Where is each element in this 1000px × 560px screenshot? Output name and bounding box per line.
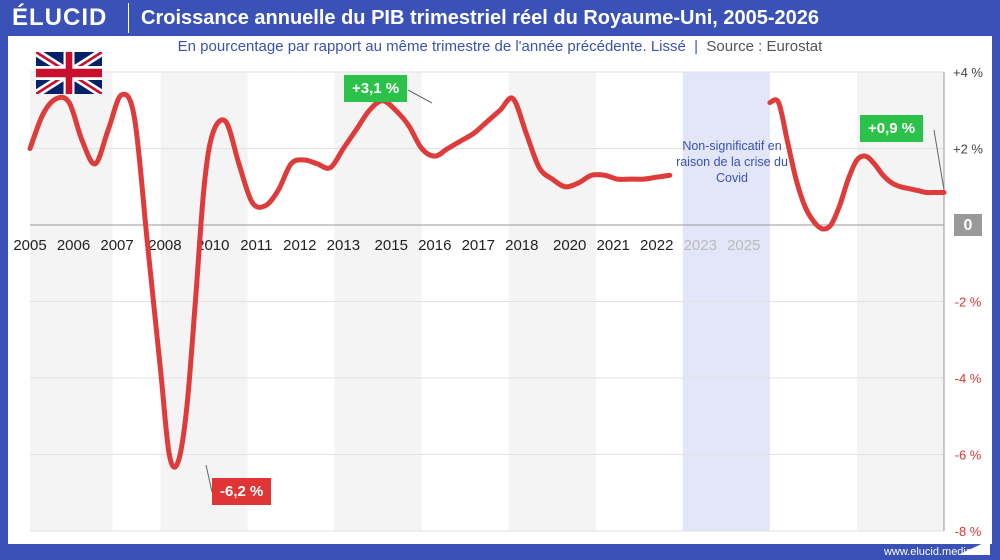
x-tick-label: 2008 [148,237,181,254]
x-tick-label: 2021 [597,237,630,254]
brand-logo: ÉLUCID [12,4,108,31]
y-tick-label: +2 % [953,142,983,157]
x-tick-label: 2010 [196,237,229,254]
covid-note: Non-significatif en raison de la crise d… [676,139,788,185]
series-line-1 [767,97,947,232]
y-tick-label: 0 [964,217,973,234]
x-tick-label: 2018 [505,237,538,254]
footer-slash-icon [958,540,990,555]
chart-subtitle: En pourcentage par rapport au même trime… [177,38,686,55]
header-separator [128,3,129,33]
subtitle-separator: | [690,38,707,55]
uk-flag-icon [36,52,102,94]
source-text: Source : Eurostat [706,38,823,55]
x-tick-label: 2020 [553,237,586,254]
y-tick-label: -6 % [955,448,982,463]
annotation-leader [933,129,945,191]
x-tick-label: 2016 [418,237,451,254]
x-tick-label: 2005 [13,237,46,254]
footer-url: www.elucid.media [883,546,972,558]
x-tick-label: 2025 [727,237,760,254]
x-tick-label: 2011 [240,237,272,254]
annotation-latest: +0,9 % [860,115,924,142]
y-tick-label: -2 % [955,295,982,310]
x-tick-label: 2023 [684,237,717,254]
x-tick-label: 2007 [100,237,133,254]
annotation-peak-2013: +3,1 % [344,75,408,102]
y-tick-label: +4 % [953,65,983,80]
y-tick-label: -8 % [955,524,982,539]
annotation-leader [407,89,433,104]
annotation-trough-2008: -6,2 % [212,478,272,505]
series-line-0 [27,91,673,470]
x-tick-label: 2022 [640,237,673,254]
x-tick-label: 2012 [283,237,316,254]
x-tick-label: 2015 [375,237,408,254]
annotation-leader [205,464,213,493]
zero-badge [954,214,982,236]
chart-title: Croissance annuelle du PIB trimestriel r… [141,6,820,29]
x-tick-label: 2013 [327,237,360,254]
header-bar: ÉLUCID Croissance annuelle du PIB trimes… [0,0,1000,36]
x-tick-label: 2017 [462,237,495,254]
x-tick-label: 2006 [57,237,90,254]
chart-subtitle-row: En pourcentage par rapport au même trime… [0,38,1000,55]
y-tick-label: -4 % [955,371,982,386]
